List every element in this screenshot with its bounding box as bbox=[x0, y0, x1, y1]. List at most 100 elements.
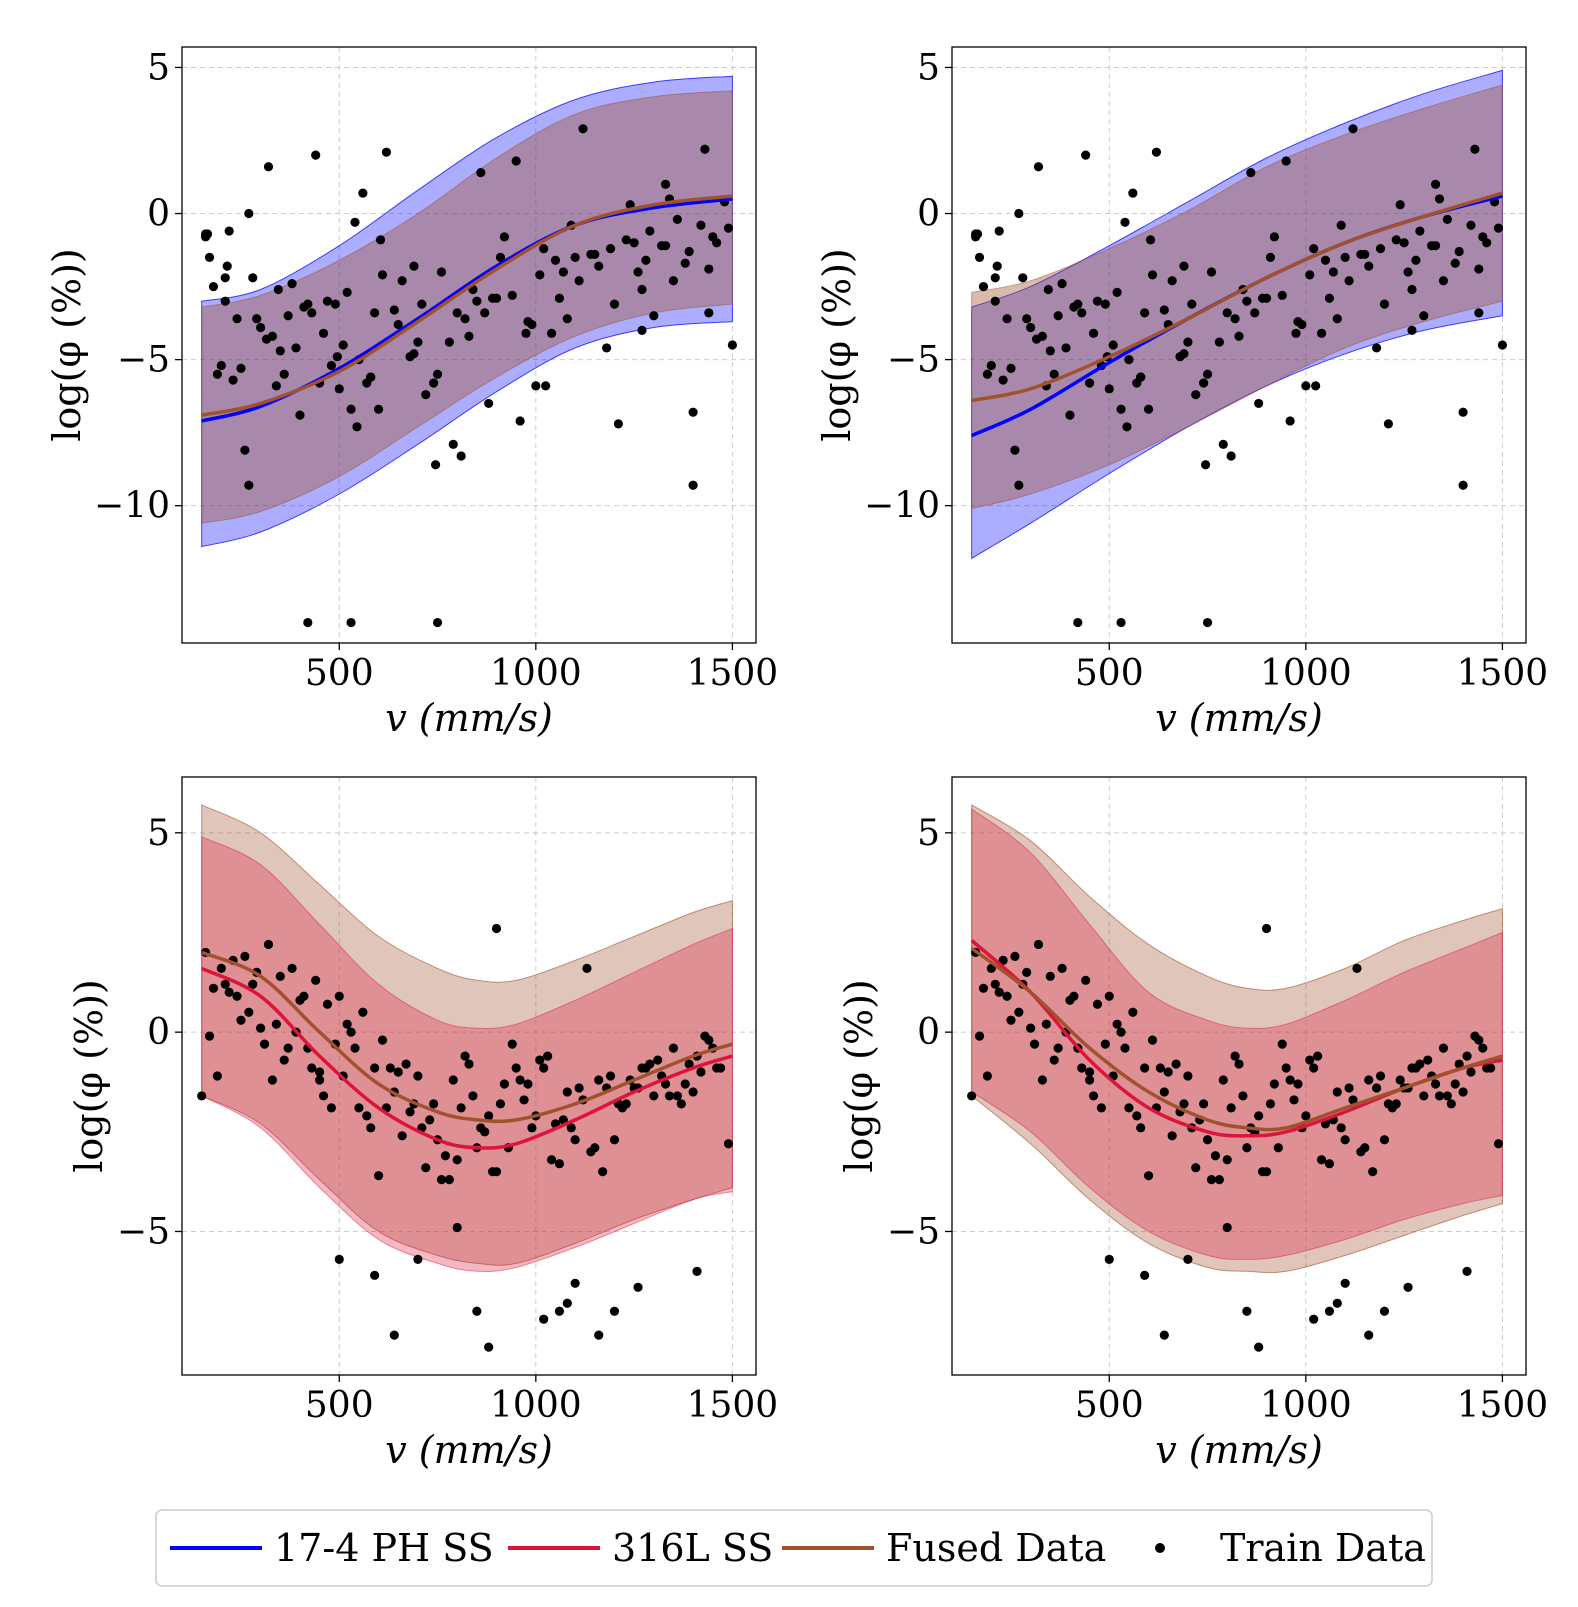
train-data-point bbox=[1497, 340, 1508, 350]
train-data-point bbox=[1033, 939, 1044, 950]
train-data-point bbox=[468, 1091, 478, 1101]
train-data-point bbox=[295, 995, 305, 1005]
train-data-point bbox=[1045, 346, 1055, 356]
train-data-point bbox=[1242, 296, 1252, 306]
train-data-point bbox=[334, 991, 344, 1001]
train-data-point bbox=[1053, 311, 1063, 321]
train-data-point bbox=[1006, 363, 1016, 373]
train-data-point bbox=[594, 261, 604, 271]
train-data-point bbox=[582, 963, 592, 973]
train-data-point bbox=[1430, 179, 1441, 189]
y-axis-label: log(φ (%)) bbox=[67, 979, 111, 1172]
train-data-point bbox=[684, 1059, 694, 1069]
train-data-point bbox=[570, 1278, 580, 1288]
train-data-point bbox=[1364, 1330, 1374, 1340]
train-data-point bbox=[1427, 241, 1437, 251]
y-tick-label: 0 bbox=[917, 1012, 940, 1053]
train-data-point bbox=[1206, 267, 1217, 277]
train-data-point bbox=[562, 314, 572, 324]
train-data-point bbox=[696, 1067, 706, 1077]
train-data-point bbox=[704, 308, 714, 318]
train-data-point bbox=[1234, 1059, 1244, 1069]
train-data-point bbox=[566, 1123, 576, 1133]
train-data-point bbox=[1309, 1063, 1319, 1073]
train-data-point bbox=[1112, 1019, 1122, 1029]
train-data-point bbox=[990, 273, 1000, 283]
y-tick-label: 0 bbox=[147, 194, 170, 235]
y-tick-label: −5 bbox=[887, 1211, 940, 1252]
train-data-point bbox=[609, 1306, 620, 1316]
train-data-point bbox=[1049, 369, 1059, 379]
train-data-point bbox=[594, 1330, 604, 1340]
train-data-point bbox=[1088, 1091, 1099, 1101]
train-data-point bbox=[680, 258, 690, 268]
train-data-point bbox=[1450, 258, 1460, 268]
train-data-point bbox=[1049, 1055, 1059, 1065]
y-tick-label: −5 bbox=[117, 1211, 170, 1252]
train-data-point bbox=[511, 1063, 521, 1073]
train-data-point bbox=[1077, 1063, 1087, 1073]
train-data-point bbox=[1281, 1063, 1291, 1073]
train-data-point bbox=[1450, 1079, 1460, 1089]
train-data-point bbox=[992, 261, 1002, 271]
train-data-point bbox=[1478, 1043, 1488, 1053]
train-data-point bbox=[370, 1063, 380, 1073]
train-data-point bbox=[1199, 378, 1209, 388]
train-data-point bbox=[491, 923, 502, 934]
train-data-point bbox=[633, 1282, 643, 1292]
train-data-point bbox=[1167, 1131, 1177, 1141]
train-data-point bbox=[1395, 1075, 1405, 1085]
train-data-point bbox=[460, 314, 470, 324]
train-data-point bbox=[543, 1051, 553, 1061]
plot-frame bbox=[951, 776, 1527, 1376]
train-data-point bbox=[370, 308, 380, 318]
train-data-point bbox=[1147, 270, 1158, 280]
train-data-point bbox=[982, 369, 992, 379]
train-data-point bbox=[1230, 1051, 1240, 1061]
train-data-point bbox=[1261, 293, 1272, 303]
train-data-point bbox=[1206, 1175, 1217, 1185]
train-data-point bbox=[1332, 1298, 1342, 1308]
train-data-point bbox=[1061, 343, 1071, 353]
train-data-point bbox=[974, 252, 985, 262]
train-data-point bbox=[303, 299, 313, 309]
train-data-point bbox=[1415, 1059, 1425, 1069]
train-data-point bbox=[1065, 410, 1075, 420]
train-data-point bbox=[332, 352, 342, 362]
train-data-point bbox=[1026, 1023, 1036, 1033]
train-data-point bbox=[397, 276, 407, 286]
train-data-point bbox=[586, 249, 596, 260]
train-data-point bbox=[1147, 1035, 1158, 1045]
train-data-point bbox=[535, 270, 545, 280]
train-data-point bbox=[546, 1155, 557, 1165]
train-data-point bbox=[986, 360, 996, 371]
x-tick-label: 1500 bbox=[687, 1385, 779, 1426]
train-data-point bbox=[495, 1099, 506, 1109]
train-data-point bbox=[1407, 325, 1417, 335]
x-tick-label: 500 bbox=[1075, 1385, 1144, 1426]
train-data-point bbox=[1340, 252, 1350, 262]
train-data-point bbox=[1474, 1035, 1484, 1045]
x-tick-label: 1500 bbox=[1457, 653, 1549, 694]
train-data-point bbox=[484, 398, 494, 409]
train-data-point bbox=[366, 372, 376, 382]
mean-line-fused bbox=[201, 194, 733, 417]
x-axis-label: v (mm/s) bbox=[1155, 696, 1323, 740]
train-data-point bbox=[1045, 971, 1055, 981]
train-data-point bbox=[967, 1091, 977, 1101]
train-data-point bbox=[558, 1115, 568, 1125]
train-data-point bbox=[1053, 1043, 1063, 1053]
plot-frame bbox=[951, 46, 1527, 644]
train-data-point bbox=[1202, 369, 1213, 379]
train-data-point bbox=[358, 188, 368, 198]
train-data-point bbox=[377, 270, 388, 280]
train-data-point bbox=[1316, 328, 1327, 338]
train-data-point bbox=[1261, 1167, 1272, 1177]
train-data-point bbox=[645, 226, 655, 236]
train-data-point bbox=[244, 480, 254, 490]
train-data-point bbox=[1493, 1139, 1504, 1149]
train-data-point bbox=[263, 162, 274, 172]
train-data-point bbox=[1226, 1103, 1236, 1113]
legend-label: 316L SS bbox=[612, 1526, 773, 1570]
train-data-point bbox=[248, 979, 258, 989]
